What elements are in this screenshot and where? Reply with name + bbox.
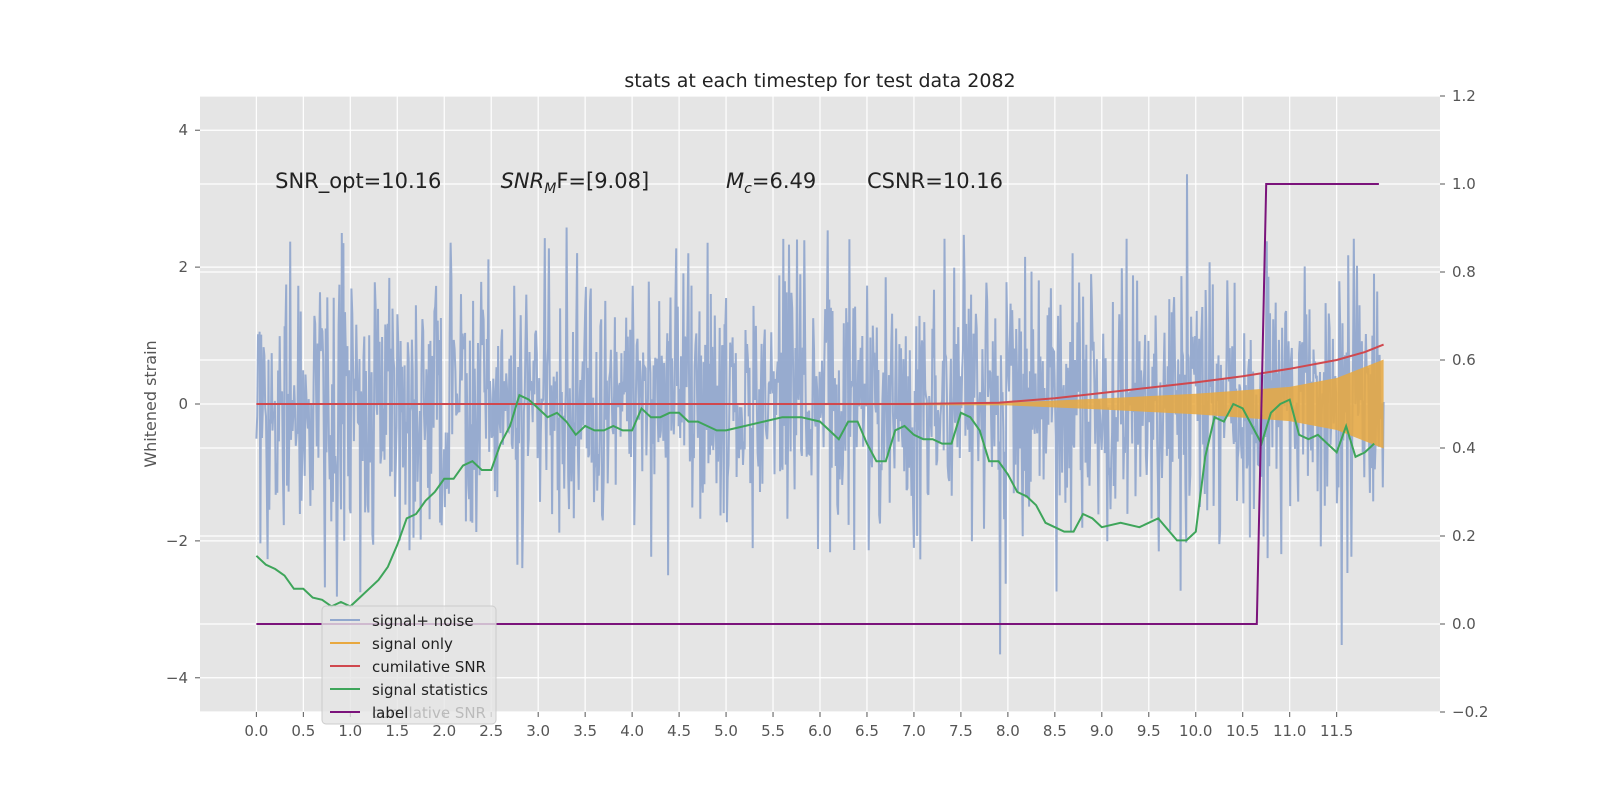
x-tick-label: 9.0 [1090,722,1114,740]
series-layer [255,174,1385,655]
x-tick-label: 5.0 [714,722,738,740]
series-signal-noise [255,174,1385,655]
x-tick-label: 7.5 [949,722,973,740]
series-label [256,183,1379,625]
series-cumulative-snr [256,343,1384,405]
x-tick-label: 4.0 [620,722,644,740]
y-right-tick-label: 0.8 [1452,263,1476,281]
y-right-tick-label: 0.6 [1452,351,1476,369]
series-signal-statistics [255,393,1375,608]
legend-entry-3: signal statistics [372,681,488,699]
y-tick-label: 4 [178,121,188,139]
x-tick-label: 3.5 [573,722,597,740]
y-tick-label: 2 [178,258,188,276]
y-right-tick-label: −0.2 [1452,703,1488,721]
y-tick-label: −4 [166,669,188,687]
x-tick-label: 3.0 [526,722,550,740]
annotation-1: SNRMF=[9.08] [501,169,650,197]
y-right-tick-label: 1.2 [1452,87,1476,105]
x-tick-label: 1.0 [338,722,362,740]
x-tick-label: 1.5 [385,722,409,740]
legend: cumilative SNR signal+ noise signal only cu… [321,605,497,725]
x-tick-label: 8.5 [1043,722,1067,740]
annotations: SNR_opt=10.16 SNRMF=[9.08] Mc=6.49 CSNR=10.… [275,169,1003,197]
x-tick-label: 11.0 [1273,722,1306,740]
legend-entry-1: signal only [372,635,453,653]
x-tick-label: 7.0 [902,722,926,740]
legend-entry-2: cumilative SNR [372,658,486,676]
x-tick-label: 10.0 [1179,722,1212,740]
x-tick-label: 6.0 [808,722,832,740]
x-tick-label: 0.0 [244,722,268,740]
y-right-tick-label: 0.0 [1452,615,1476,633]
axes: 0.0 0.5 1.0 1.5 2.0 2.5 3.0 3.5 4.0 4.5 5.0 5.5 6.0 6… [166,87,1489,740]
x-tick-label: 6.5 [855,722,879,740]
x-tick-label: 9.5 [1137,722,1161,740]
y-right-tick-label: 0.4 [1452,439,1476,457]
x-tick-label: 8.0 [996,722,1020,740]
legend-entry-4: label [372,704,408,722]
annotation-0: SNR_opt=10.16 [275,169,441,194]
y-right-tick-label: 0.2 [1452,527,1476,545]
x-tick-label: 4.5 [667,722,691,740]
annotation-3: CSNR=10.16 [867,169,1003,193]
y-axis-label: Whitened strain [141,340,160,467]
legend-box [321,605,497,725]
legend-entry-0: signal+ noise [372,612,474,630]
annotation-2: Mc=6.49 [726,169,816,197]
chart-title: stats at each timestep for test data 208… [624,70,1015,92]
x-tick-label: 5.5 [761,722,785,740]
x-tick-label: 2.0 [432,722,456,740]
y-tick-label: −2 [166,532,188,550]
y-tick-label: 0 [178,395,188,413]
x-tick-label: 0.5 [291,722,315,740]
legend-overlay-text: cumilative SNR [372,704,486,722]
x-tick-label: 2.5 [479,722,503,740]
y-right-tick-label: 1.0 [1452,175,1476,193]
x-tick-label: 10.5 [1226,722,1259,740]
x-tick-label: 11.5 [1320,722,1353,740]
